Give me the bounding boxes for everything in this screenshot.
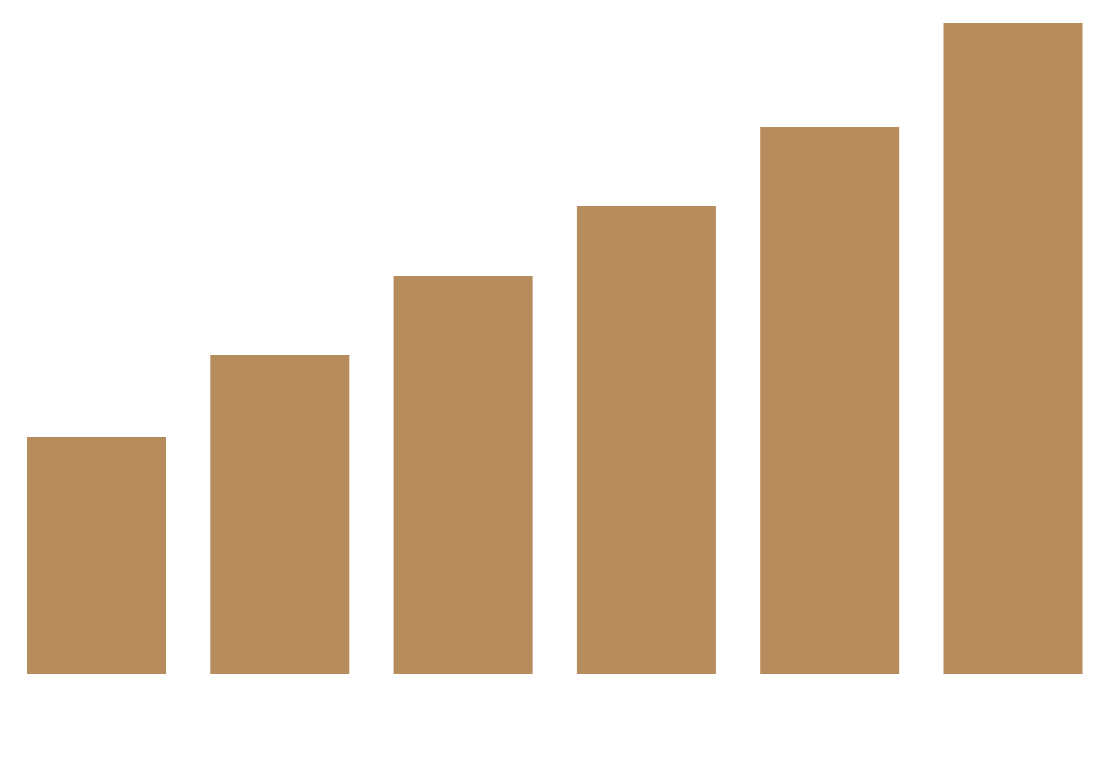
bar-3 [393, 276, 533, 674]
bars [27, 23, 1083, 674]
bar-6 [943, 23, 1083, 674]
bar-1 [27, 437, 166, 674]
bar-4 [576, 206, 716, 674]
bar-5 [760, 127, 900, 674]
bar-2 [210, 355, 350, 674]
